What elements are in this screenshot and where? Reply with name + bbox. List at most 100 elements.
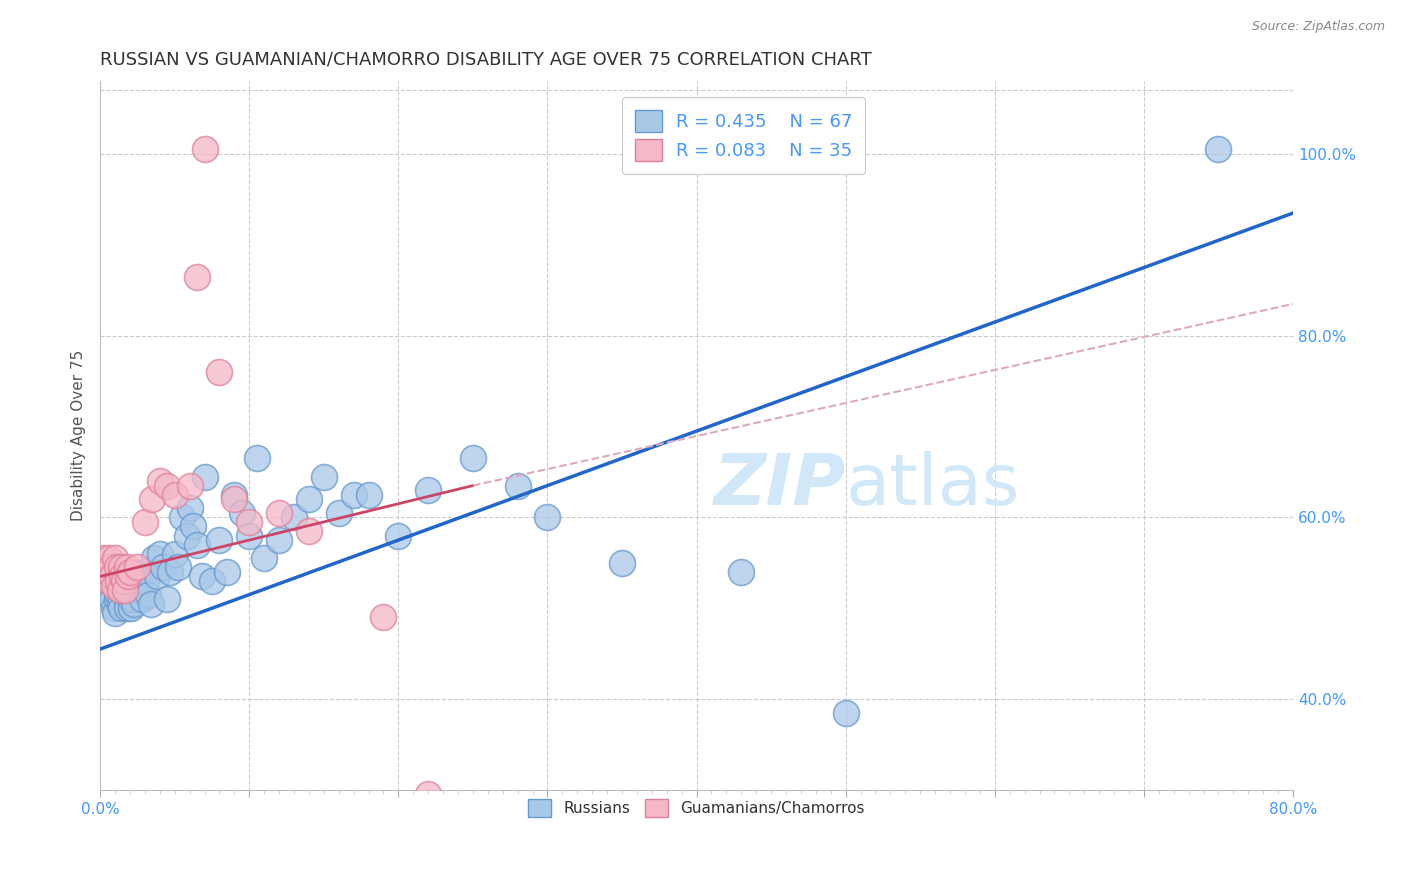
Point (141, 492, 163, 507)
Point (129, 582, 152, 597)
Point (103, 601, 125, 615)
Point (118, 565, 141, 579)
Point (108, 582, 131, 597)
Point (118, 582, 141, 597)
Point (298, 492, 321, 507)
Point (115, 597, 138, 611)
Point (267, 506, 290, 520)
Point (135, 574, 157, 588)
Point (267, 533, 290, 547)
Point (179, 501, 201, 516)
Point (461, 451, 484, 466)
Point (166, 560, 188, 574)
Point (114, 582, 136, 597)
Point (312, 469, 335, 483)
Point (108, 597, 131, 611)
Point (156, 478, 179, 492)
Point (146, 569, 169, 583)
Point (105, 592, 128, 607)
Point (134, 515, 156, 529)
Point (231, 506, 253, 520)
Point (730, 565, 752, 579)
Point (215, 565, 238, 579)
Point (127, 569, 149, 583)
Point (373, 610, 395, 624)
Point (112, 578, 135, 592)
Point (110, 560, 132, 574)
Point (536, 510, 558, 524)
Point (103, 578, 125, 592)
Point (105, 560, 128, 574)
Point (224, 492, 246, 507)
Point (131, 592, 153, 607)
Point (283, 510, 305, 524)
Point (117, 569, 139, 583)
Point (111, 569, 134, 583)
Point (101, 569, 124, 583)
Point (114, 588, 136, 602)
Point (186, 538, 208, 552)
Point (193, 143, 215, 157)
Point (142, 551, 165, 566)
Point (357, 488, 380, 502)
Point (328, 506, 350, 520)
Point (104, 606, 127, 620)
Point (107, 588, 129, 602)
Point (115, 601, 138, 615)
Point (115, 560, 138, 574)
Point (179, 478, 201, 492)
Point (104, 551, 127, 566)
Point (834, 706, 856, 720)
Point (208, 365, 231, 379)
Point (152, 560, 174, 574)
Point (136, 588, 159, 602)
Point (128, 574, 150, 588)
Text: Source: ZipAtlas.com: Source: ZipAtlas.com (1251, 20, 1385, 33)
Point (110, 601, 132, 615)
Point (111, 582, 134, 597)
Point (343, 488, 366, 502)
Point (101, 592, 124, 607)
Point (172, 510, 194, 524)
Y-axis label: Disability Age Over 75: Disability Age Over 75 (72, 350, 86, 521)
Point (176, 528, 198, 542)
Point (193, 469, 215, 483)
Text: RUSSIAN VS GUAMANIAN/CHAMORRO DISABILITY AGE OVER 75 CORRELATION CHART: RUSSIAN VS GUAMANIAN/CHAMORRO DISABILITY… (100, 51, 872, 69)
Point (118, 592, 141, 607)
Point (122, 592, 145, 607)
Point (159, 565, 181, 579)
Point (387, 528, 409, 542)
Point (201, 574, 224, 588)
Point (134, 565, 156, 579)
Text: ZIP: ZIP (713, 451, 845, 520)
Point (124, 597, 146, 611)
Point (156, 592, 179, 607)
Point (163, 547, 186, 561)
Point (97, 574, 120, 588)
Point (112, 574, 135, 588)
Point (610, 556, 633, 570)
Point (149, 547, 172, 561)
Point (149, 474, 172, 488)
Point (117, 578, 139, 592)
Point (91, 551, 114, 566)
Point (190, 569, 212, 583)
Point (163, 488, 186, 502)
Point (418, 788, 440, 802)
Legend: Russians, Guamanians/Chamorros: Russians, Guamanians/Chamorros (520, 791, 873, 825)
Point (246, 451, 269, 466)
Point (238, 515, 260, 529)
Point (107, 574, 129, 588)
Point (181, 519, 204, 533)
Point (208, 533, 231, 547)
Point (418, 483, 440, 497)
Point (93, 560, 115, 574)
Point (98, 582, 121, 597)
Point (506, 478, 529, 492)
Point (127, 560, 149, 574)
Point (224, 488, 246, 502)
Point (120, 601, 142, 615)
Point (253, 551, 276, 566)
Point (238, 528, 260, 542)
Point (100, 560, 122, 574)
